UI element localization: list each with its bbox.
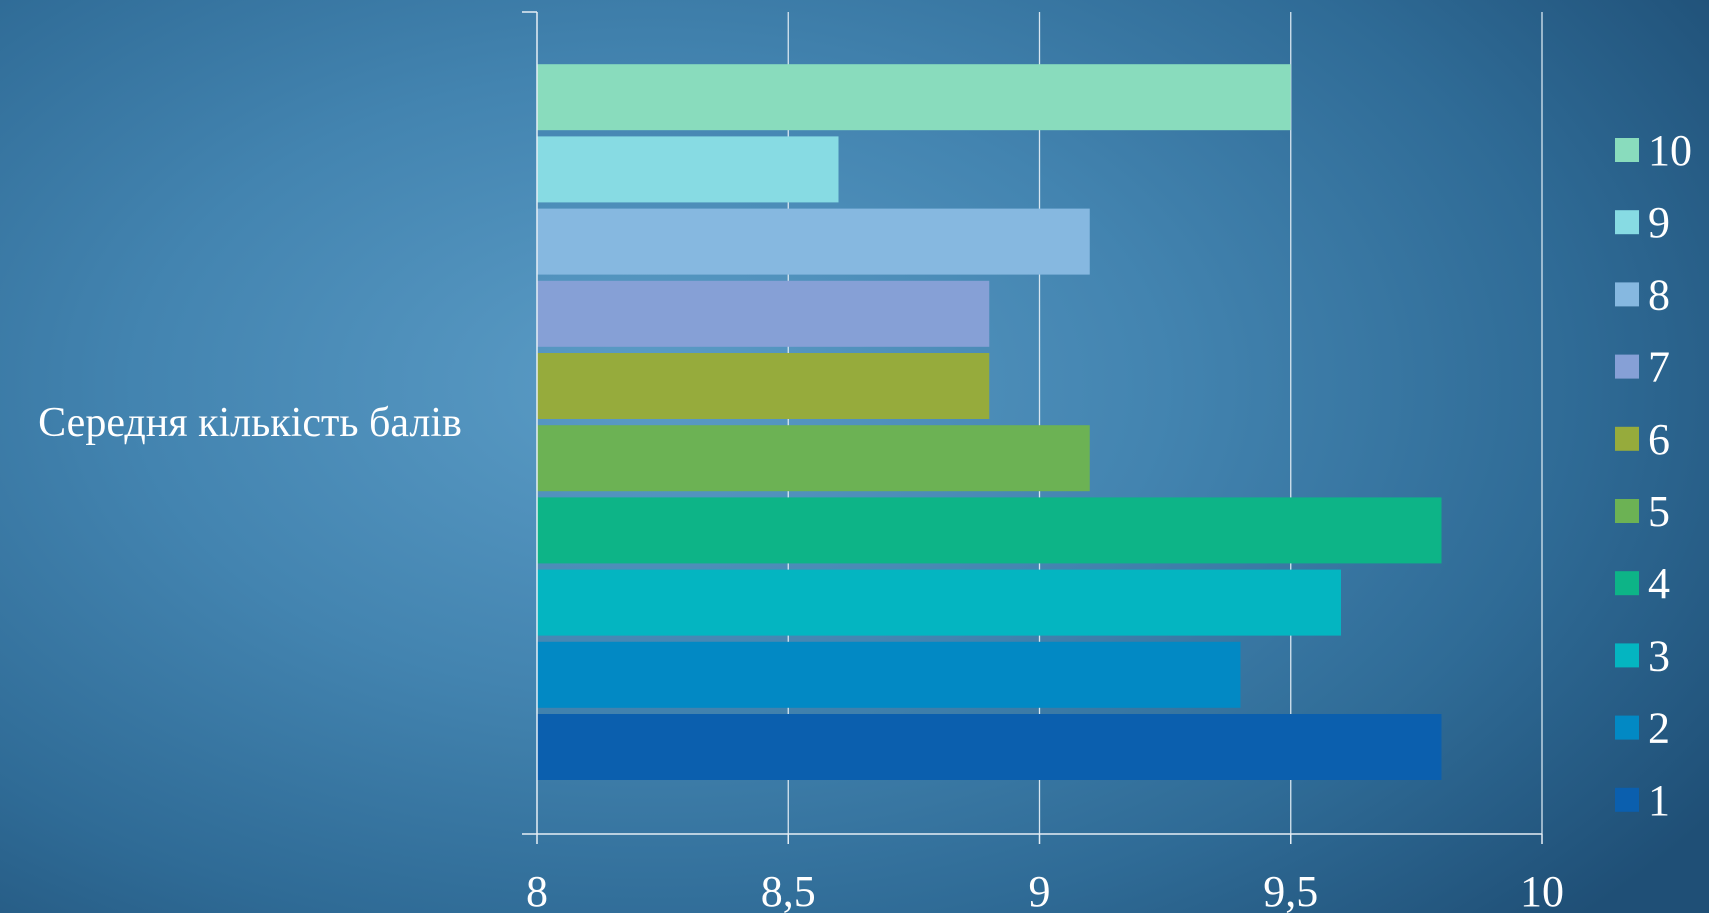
- bar-series-10: [537, 64, 1291, 131]
- legend-label-1: 1: [1648, 776, 1670, 825]
- x-tick-label: 9: [1029, 867, 1051, 913]
- legend-swatch-2: [1615, 715, 1639, 740]
- legend-swatch-8: [1615, 282, 1639, 307]
- bar-series-4: [537, 497, 1442, 564]
- x-tick-label: 8,5: [761, 867, 816, 913]
- legend-swatch-4: [1615, 571, 1639, 596]
- bar-series-8: [537, 208, 1090, 275]
- bar-series-6: [537, 353, 990, 419]
- legend-swatch-1: [1615, 787, 1639, 812]
- legend-label-3: 3: [1648, 631, 1670, 680]
- x-tick-labels: 8 8,5 9 9,5 10: [526, 867, 1564, 913]
- legend-label-9: 9: [1648, 198, 1670, 247]
- category-label: Середня кількість балів: [38, 400, 462, 446]
- legend-label-6: 6: [1648, 415, 1670, 464]
- legend-swatch-10: [1615, 138, 1639, 162]
- bar-series-5: [537, 425, 1090, 492]
- legend-label-10: 10: [1648, 126, 1692, 175]
- bar-series-9: [537, 136, 839, 203]
- axes: [522, 11, 1543, 844]
- legend-label-8: 8: [1648, 270, 1670, 319]
- legend-swatch-6: [1615, 426, 1639, 451]
- bar-series-3: [537, 569, 1341, 636]
- legend-swatch-7: [1615, 354, 1639, 379]
- x-tick-label: 10: [1520, 867, 1564, 913]
- legend-swatch-9: [1615, 210, 1639, 235]
- legend: 10 9 8 7 6 5 4 3 2 1: [1615, 126, 1692, 825]
- x-tick-label: 8: [526, 867, 548, 913]
- bars: [537, 64, 1442, 780]
- legend-swatch-5: [1615, 499, 1639, 523]
- bar-series-2: [537, 641, 1241, 708]
- bar-series-7: [537, 280, 990, 347]
- legend-label-2: 2: [1648, 704, 1670, 753]
- gridlines: [787, 12, 1543, 834]
- bar-series-1: [537, 714, 1442, 780]
- legend-label-7: 7: [1648, 343, 1670, 392]
- x-tick-label: 9,5: [1263, 867, 1318, 913]
- legend-label-4: 4: [1648, 559, 1670, 608]
- legend-swatch-3: [1615, 643, 1639, 668]
- legend-label-5: 5: [1648, 487, 1670, 536]
